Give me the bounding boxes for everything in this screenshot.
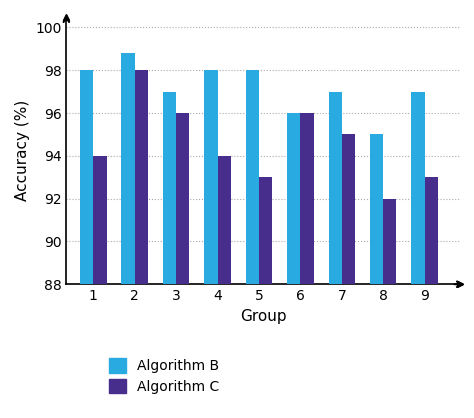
Y-axis label: Accuracy (%): Accuracy (%) (15, 100, 29, 201)
Legend: Algorithm B, Algorithm C: Algorithm B, Algorithm C (105, 354, 223, 398)
Bar (425, 177, 438, 418)
Bar (342, 135, 355, 418)
Bar (93, 156, 107, 418)
Bar (259, 177, 272, 418)
Bar (218, 156, 231, 418)
Bar (135, 70, 148, 418)
Bar (204, 70, 218, 418)
Bar (246, 70, 259, 418)
Bar (176, 113, 189, 418)
Bar (383, 199, 396, 418)
Bar (287, 113, 301, 418)
Bar (121, 53, 135, 418)
Bar (328, 92, 342, 418)
Bar (301, 113, 314, 418)
Bar (411, 92, 425, 418)
Bar (80, 70, 93, 418)
Bar (163, 92, 176, 418)
X-axis label: Group: Group (240, 308, 286, 324)
Bar (370, 135, 383, 418)
